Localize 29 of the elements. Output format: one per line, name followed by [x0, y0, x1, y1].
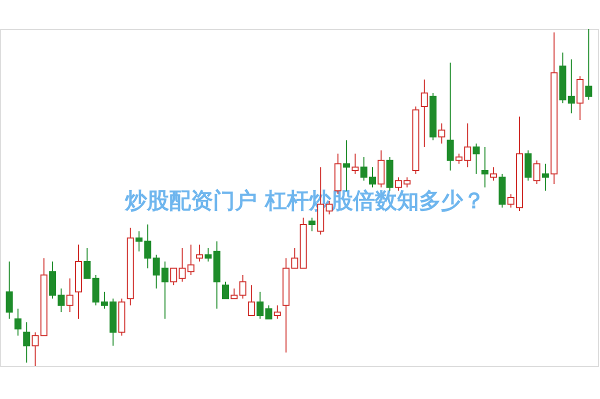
- candlestick: [230, 288, 238, 300]
- candlestick: [23, 322, 30, 364]
- candlestick: [533, 160, 540, 185]
- candlestick: [308, 217, 316, 232]
- candlestick: [585, 28, 592, 100]
- candlestick: [568, 58, 575, 114]
- candlestick: [248, 284, 255, 316]
- candlestick: [274, 304, 281, 320]
- candlestick: [222, 281, 229, 300]
- candlestick: [446, 62, 454, 172]
- candlestick: [524, 150, 532, 182]
- candlestick: [343, 140, 350, 192]
- candlestick: [6, 261, 13, 320]
- candlestick: [196, 244, 204, 262]
- candlestick: [438, 122, 446, 144]
- candlestick: [239, 274, 246, 300]
- candlestick: [378, 150, 385, 188]
- candlestick: [576, 76, 584, 120]
- candlestick: [481, 146, 488, 188]
- candlestick: [84, 248, 91, 279]
- candlestick: [542, 163, 549, 192]
- candlestick: [170, 268, 178, 286]
- candlestick: [66, 278, 74, 313]
- candlestick: [352, 153, 359, 174]
- candlestick: [204, 248, 212, 262]
- candlestick: [490, 166, 498, 182]
- candlestick: [420, 79, 428, 148]
- candlestick: [14, 308, 22, 336]
- candlestick: [472, 143, 480, 174]
